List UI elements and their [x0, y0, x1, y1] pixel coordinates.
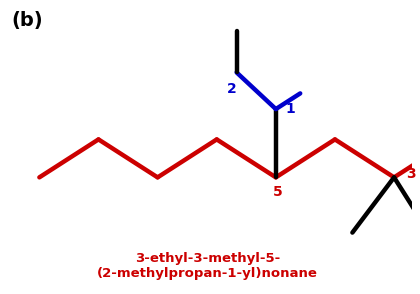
Text: 2: 2	[227, 81, 236, 96]
Text: 1: 1	[286, 102, 295, 116]
Text: (b): (b)	[11, 11, 42, 31]
Text: 3-ethyl-3-methyl-5-
(2-methylpropan-1-yl)nonane: 3-ethyl-3-methyl-5- (2-methylpropan-1-yl…	[97, 252, 318, 280]
Text: 5: 5	[273, 185, 283, 199]
Text: 3: 3	[407, 167, 416, 181]
